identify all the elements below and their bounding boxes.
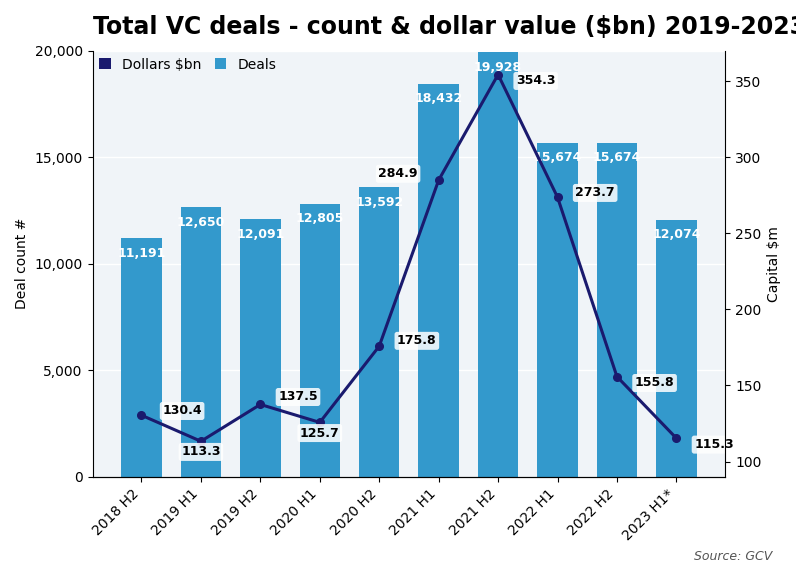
- Text: 12,650: 12,650: [177, 216, 225, 229]
- Text: 284.9: 284.9: [378, 167, 418, 181]
- Bar: [359, 187, 400, 477]
- Text: 15,674: 15,674: [593, 151, 641, 164]
- Y-axis label: Deal count #: Deal count #: [15, 218, 29, 309]
- Bar: [478, 52, 518, 477]
- Text: 137.5: 137.5: [278, 390, 318, 404]
- Bar: [419, 84, 458, 477]
- Text: 130.4: 130.4: [162, 404, 202, 417]
- Text: 12,805: 12,805: [295, 212, 344, 225]
- Y-axis label: Capital $m: Capital $m: [767, 226, 781, 302]
- Bar: [656, 220, 696, 477]
- Text: 12,091: 12,091: [236, 228, 284, 240]
- Text: 113.3: 113.3: [181, 446, 220, 458]
- Legend: Dollars $bn, Deals: Dollars $bn, Deals: [100, 58, 276, 72]
- Text: Source: GCV: Source: GCV: [694, 550, 772, 564]
- Text: 13,592: 13,592: [355, 196, 404, 209]
- Text: 12,074: 12,074: [652, 228, 700, 241]
- Text: 11,191: 11,191: [117, 247, 166, 260]
- Bar: [299, 204, 340, 477]
- Text: 354.3: 354.3: [516, 74, 556, 87]
- Text: 15,674: 15,674: [533, 151, 582, 164]
- Text: 19,928: 19,928: [474, 60, 522, 74]
- Text: 18,432: 18,432: [415, 93, 462, 105]
- Text: 155.8: 155.8: [634, 377, 674, 389]
- Text: 175.8: 175.8: [397, 334, 437, 347]
- Bar: [121, 238, 162, 477]
- Text: 125.7: 125.7: [300, 427, 340, 439]
- Bar: [181, 207, 221, 477]
- Text: Total VC deals - count & dollar value ($bn) 2019-2023: Total VC deals - count & dollar value ($…: [92, 15, 796, 39]
- Text: 273.7: 273.7: [576, 186, 615, 200]
- Text: 115.3: 115.3: [694, 438, 734, 451]
- Bar: [537, 143, 578, 477]
- Bar: [240, 219, 280, 477]
- Bar: [597, 143, 637, 477]
